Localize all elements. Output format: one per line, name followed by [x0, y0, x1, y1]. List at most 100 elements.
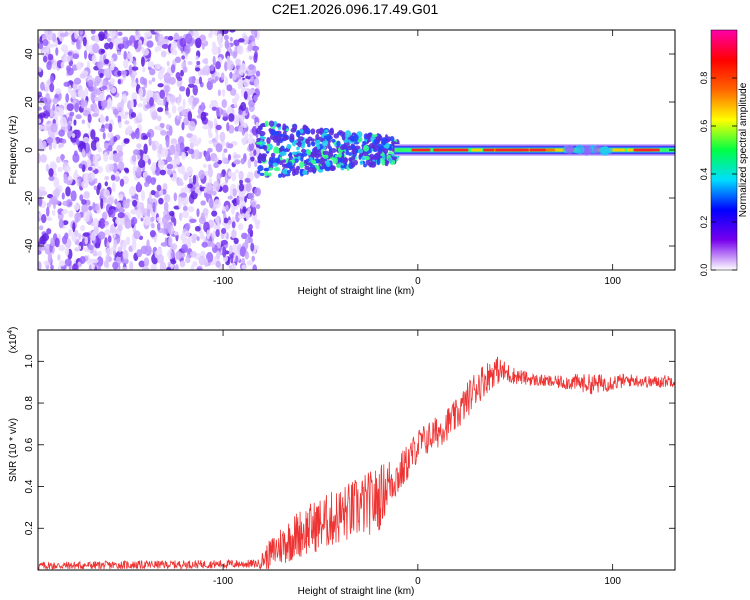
spectrogram-noise-cell: [178, 212, 183, 221]
spectrogram-noise-cell: [79, 73, 87, 79]
spectrogram-noise-cell: [231, 206, 235, 215]
spectrogram-noise-cell: [107, 235, 112, 243]
spectrogram-noise-cell: [238, 124, 244, 133]
spectrogram-noise-cell: [66, 103, 74, 112]
spectrogram-noise-cell: [159, 169, 167, 176]
spectrogram-noise-cell: [130, 80, 137, 88]
spectrogram-signal-cell: [283, 148, 289, 152]
spectrogram-panel: -100 0 100 -40 -20 0 20 40 Height of straight …: [8, 29, 676, 297]
spectrogram-noise-cell: [192, 174, 197, 185]
snr-y-tick-label: 0.6: [24, 437, 35, 451]
spectrogram-noise-cell: [250, 242, 255, 252]
spectrogram-noise-cell: [76, 61, 83, 71]
spectrogram-noise-cell: [144, 31, 152, 38]
spectrogram-noise-cell: [249, 151, 254, 157]
spectrogram-noise-cell: [103, 151, 109, 162]
spectrogram-signal-cell: [293, 140, 299, 144]
spectrogram-noise-cell: [176, 76, 183, 82]
spectrogram-noise-cell: [104, 175, 110, 181]
spectrogram-noise-cell: [99, 128, 106, 133]
spectrogram-noise-cell: [94, 80, 100, 87]
spectrogram-signal-cell: [301, 148, 307, 154]
spectrogram-noise-cell: [44, 83, 50, 93]
spectrogram-noise-cell: [166, 163, 174, 170]
spectrogram-noise-cell: [74, 30, 79, 40]
spectrogram-noise-cell: [214, 157, 219, 163]
spectrogram-noise-cell: [216, 221, 221, 231]
spectrogram-noise-cell: [117, 212, 125, 219]
spectrogram-signal-cell: [286, 170, 291, 174]
spectrogram-noise-cell: [142, 66, 146, 73]
spectrogram-noise-cell: [75, 138, 80, 146]
spectrogram-noise-cell: [181, 151, 187, 160]
spectrogram-noise-cell: [118, 194, 124, 201]
spectrogram-noise-cell: [122, 239, 131, 246]
spectrogram-noise-cell: [48, 43, 55, 48]
spectrogram-noise-cell: [83, 211, 90, 223]
spectrogram-noise-cell: [38, 42, 44, 50]
spectrogram-noise-cell: [99, 72, 104, 79]
spectrogram-noise-cell: [83, 50, 88, 60]
spectrogram-signal-cell: [364, 155, 370, 161]
spectrogram-noise-cell: [140, 217, 144, 222]
spectrogram-noise-cell: [109, 78, 116, 85]
spectrogram-noise-cell: [176, 181, 184, 186]
spectrogram-noise-cell: [136, 208, 142, 219]
spectrogram-noise-cell: [215, 229, 220, 238]
spectrogram-noise-cell: [249, 156, 255, 162]
spectrogram-noise-cell: [243, 78, 250, 88]
spectrogram-noise-cell: [58, 260, 66, 267]
spectrogram-noise-cell: [232, 74, 237, 81]
spectrogram-noise-cell: [86, 158, 92, 168]
spectrogram-noise-cell: [208, 132, 213, 139]
spectrogram-noise-cell: [173, 192, 178, 202]
spectrogram-noise-cell: [98, 92, 105, 102]
spectrogram-noise-cell: [87, 244, 94, 251]
spectrogram-noise-cell: [244, 239, 249, 250]
spectrogram-noise-cell: [204, 257, 209, 268]
spectrogram-signal-cell: [311, 141, 316, 147]
spectrogram-signal-cell: [302, 169, 308, 176]
spectrogram-noise-cell: [253, 78, 259, 87]
spectrogram-noise-cell: [246, 260, 254, 266]
spectrogram-x-tick-label: -100: [213, 276, 233, 287]
spectrogram-noise-cell: [94, 34, 99, 43]
spectrogram-noise-cell: [166, 60, 170, 67]
spectrogram-noise-cell: [231, 97, 236, 104]
spectrogram-noise-cell: [192, 84, 198, 96]
colorbar-tick-label: 0.4: [699, 168, 709, 181]
colorbar-tick-label: 0.8: [699, 72, 709, 85]
spectrogram-noise-cell: [247, 44, 253, 52]
spectrogram-noise-cell: [138, 87, 144, 98]
spectrogram-noise-cell: [217, 35, 222, 47]
spectrogram-signal-cell: [363, 163, 367, 168]
spectrogram-noise-cell: [215, 61, 221, 70]
spectrogram-signal-cell: [291, 169, 296, 177]
spectrogram-noise-cell: [238, 109, 243, 116]
spectrogram-noise-cell: [38, 106, 43, 111]
spectrogram-noise-cell: [136, 249, 143, 258]
spectrogram-noise-cell: [191, 233, 198, 241]
spectrogram-noise-cell: [235, 64, 240, 70]
spectrogram-signal-cell: [325, 161, 331, 168]
spectrogram-noise-cell: [186, 166, 193, 177]
spectrogram-noise-cell: [204, 151, 211, 162]
spectrogram-noise-cell: [81, 148, 86, 158]
spectrogram-noise-cell: [178, 198, 182, 209]
spectrogram-noise-cell: [240, 213, 246, 219]
spectrogram-signal-cell: [315, 128, 321, 135]
spectrogram-noise-cell: [150, 263, 156, 270]
spectrogram-noise-cell: [233, 114, 240, 125]
spectrogram-noise-cell: [210, 79, 217, 84]
spectrogram-noise-cell: [148, 136, 152, 146]
spectrogram-noise-cell: [67, 228, 73, 237]
spectrogram-noise-cell: [240, 116, 244, 127]
spectrogram-noise-cell: [161, 43, 170, 50]
spectrogram-noise-cell: [167, 169, 173, 176]
spectrogram-noise-cell: [92, 43, 100, 54]
spectrogram-y-tick-label: -40: [24, 238, 35, 253]
spectrogram-noise-cell: [238, 183, 245, 192]
spectrogram-noise-cell: [157, 44, 162, 52]
spectrogram-signal-cell: [323, 135, 328, 140]
